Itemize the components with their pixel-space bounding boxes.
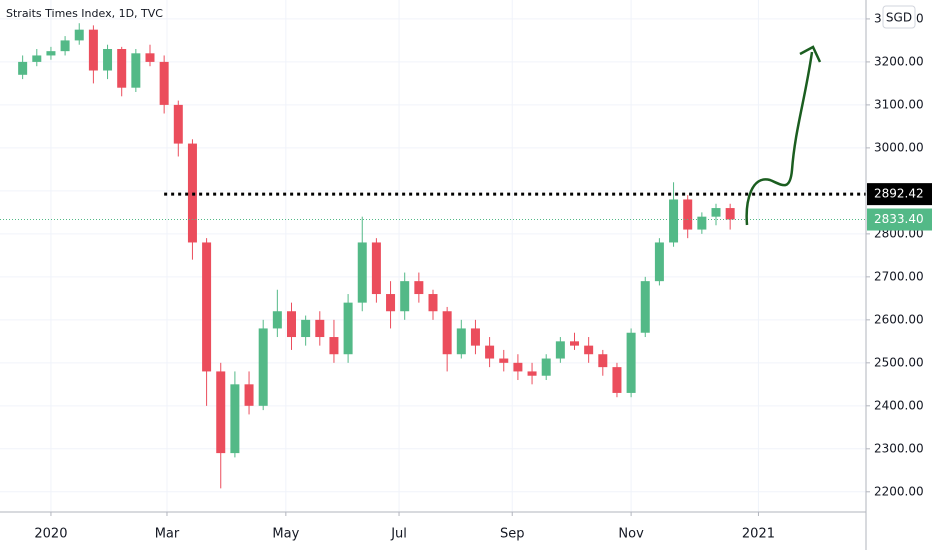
y-tick-label: 2200.00 bbox=[874, 484, 924, 498]
candle-body bbox=[584, 345, 594, 355]
y-tick-label: 2700.00 bbox=[874, 269, 924, 283]
last-price-label: 2833.40 bbox=[874, 212, 924, 226]
candle-body bbox=[145, 53, 155, 62]
candle-body bbox=[513, 362, 523, 372]
candle-body bbox=[400, 281, 410, 312]
candle-body bbox=[216, 371, 226, 454]
candle-body bbox=[244, 384, 254, 406]
candle-body bbox=[88, 29, 98, 71]
candle-body bbox=[697, 216, 707, 230]
forecast-arrow bbox=[745, 51, 814, 226]
candle-body bbox=[654, 242, 664, 282]
candle-body bbox=[103, 49, 113, 71]
last-price-box bbox=[867, 208, 932, 231]
y-tick-label: 3200.00 bbox=[874, 54, 924, 68]
candle-body bbox=[541, 358, 551, 376]
candle-body bbox=[499, 358, 509, 363]
y-tick-label: 2500.00 bbox=[874, 355, 924, 369]
y-tick-label: 2600.00 bbox=[874, 312, 924, 326]
candle-body bbox=[683, 199, 693, 230]
candle-body bbox=[527, 371, 537, 376]
x-tick-label: 2020 bbox=[34, 527, 67, 542]
chart-title: Straits Times Index, 1D, TVC bbox=[6, 7, 163, 20]
candle-body bbox=[315, 319, 325, 338]
x-tick-label: Sep bbox=[500, 527, 525, 542]
candle-body bbox=[626, 332, 636, 393]
candle-body bbox=[386, 294, 396, 312]
candle-body bbox=[669, 199, 679, 243]
candle-body bbox=[131, 53, 141, 88]
candle-body bbox=[612, 367, 622, 393]
candle-body bbox=[442, 311, 452, 355]
candle-body bbox=[18, 61, 28, 75]
resistance-label-box bbox=[867, 183, 932, 206]
candle-body bbox=[173, 104, 183, 144]
x-tick-label: Jul bbox=[390, 527, 407, 542]
resistance-label: 2892.42 bbox=[874, 187, 924, 201]
price-axis bbox=[866, 0, 932, 550]
candle-body bbox=[117, 49, 127, 88]
candle-body bbox=[46, 51, 56, 56]
plot bbox=[0, 23, 866, 489]
candle-body bbox=[485, 345, 495, 359]
grid bbox=[0, 0, 866, 512]
candle-body bbox=[371, 242, 381, 295]
x-tick-label: May bbox=[272, 527, 299, 542]
arrow-head bbox=[799, 45, 822, 63]
candle-body bbox=[159, 61, 169, 105]
candle-body bbox=[258, 328, 268, 406]
candle-body bbox=[60, 40, 70, 52]
candle-body bbox=[570, 341, 580, 346]
y-tick-label: 3000.00 bbox=[874, 140, 924, 154]
candle-body bbox=[286, 311, 296, 338]
candle-body bbox=[428, 294, 438, 312]
time-axis bbox=[0, 512, 932, 550]
candle-body bbox=[456, 328, 466, 355]
currency-box bbox=[882, 5, 916, 29]
candle-body bbox=[329, 337, 339, 355]
y-tick-label: 3100.00 bbox=[874, 97, 924, 111]
candle-body bbox=[32, 55, 42, 62]
x-tick-label: Mar bbox=[155, 527, 180, 542]
candle-body bbox=[470, 328, 480, 346]
candle-body bbox=[230, 384, 240, 454]
candle-body bbox=[301, 319, 311, 338]
candle-body bbox=[640, 281, 650, 333]
candle-body bbox=[343, 302, 353, 355]
currency: SGD bbox=[886, 11, 912, 25]
candle-body bbox=[725, 208, 735, 220]
axes: 2200.00 2300.00 2400.00 2500.00 2600.00 2700.… bbox=[34, 11, 932, 542]
candle-body bbox=[555, 341, 565, 359]
candle-body bbox=[357, 242, 367, 303]
x-tick-label: Nov bbox=[618, 527, 644, 542]
candle-body bbox=[598, 354, 608, 368]
y-tick-label: 2300.00 bbox=[874, 441, 924, 455]
candle-body bbox=[414, 281, 424, 295]
candle-body bbox=[202, 242, 212, 372]
candle-body bbox=[711, 208, 721, 217]
y-tick-label: 2400.00 bbox=[874, 398, 924, 412]
candle-body bbox=[272, 311, 282, 329]
x-tick-label: 2021 bbox=[742, 527, 775, 542]
candle-body bbox=[74, 29, 84, 41]
